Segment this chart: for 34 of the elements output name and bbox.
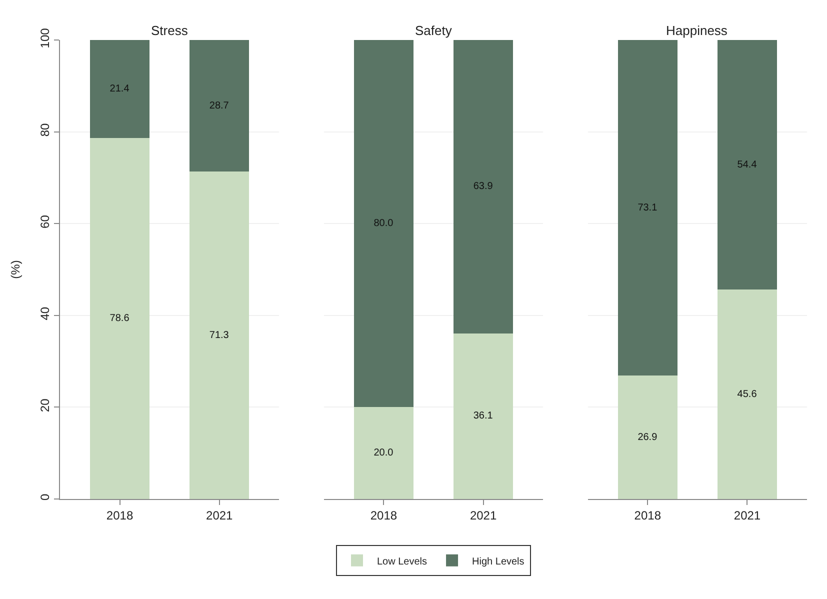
x-tick-label: 2018: [634, 508, 662, 522]
data-label: 78.6: [110, 313, 130, 324]
y-tick-label: 20: [38, 398, 52, 412]
x-tick-label: 2021: [734, 508, 761, 522]
data-label: 26.9: [638, 432, 658, 443]
y-tick-label: 60: [38, 214, 52, 228]
y-tick-label: 80: [38, 123, 52, 137]
legend-label: Low Levels: [377, 556, 428, 568]
legend-label: High Levels: [472, 556, 524, 568]
chart-title: Safety: [415, 23, 452, 38]
chart-title: Stress: [151, 23, 188, 38]
y-tick-label: 0: [38, 494, 52, 501]
x-tick-label: 2018: [106, 508, 134, 522]
bar: [90, 40, 150, 138]
y-tick-label: 40: [38, 306, 52, 320]
data-label: 45.6: [737, 388, 758, 400]
data-label: 80.0: [374, 218, 394, 230]
data-label: 71.3: [209, 330, 230, 341]
data-label: 21.4: [110, 84, 130, 95]
bar: [189, 40, 250, 172]
bar: [90, 138, 150, 499]
chart-title: Happiness: [666, 23, 728, 38]
bar: [189, 172, 250, 499]
data-label: 36.1: [473, 410, 494, 422]
data-label: 54.4: [737, 159, 758, 170]
data-label: 28.7: [209, 100, 230, 112]
data-label: 73.1: [638, 202, 658, 214]
x-tick-label: 2021: [206, 508, 234, 522]
y-axis-title: (%): [8, 260, 22, 279]
x-tick-label: 2021: [470, 508, 497, 522]
data-label: 63.9: [473, 181, 494, 192]
data-label: 20.0: [374, 448, 394, 459]
x-tick-label: 2018: [370, 508, 398, 522]
y-tick-label: 100: [38, 28, 52, 48]
